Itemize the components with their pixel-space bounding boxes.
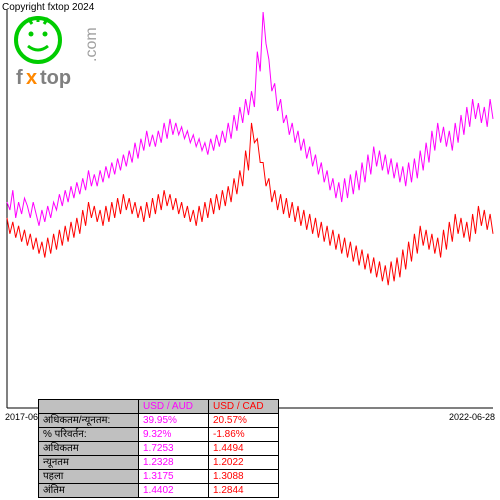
- table-row: अंतिम1.44021.2844: [39, 484, 279, 498]
- line-chart: [5, 10, 495, 410]
- x-end-label: 2022-06-28: [449, 412, 495, 422]
- row-val-s1: 39.95%: [139, 414, 209, 428]
- header-empty: [39, 400, 139, 414]
- table-row: % परिवर्तन:9.32%-1.86%: [39, 428, 279, 442]
- row-label: अधिकतम: [39, 442, 139, 456]
- row-label: पहला: [39, 470, 139, 484]
- row-val-s1: 9.32%: [139, 428, 209, 442]
- series-line: [7, 123, 493, 285]
- series-line: [7, 12, 493, 226]
- row-val-s1: 1.2328: [139, 456, 209, 470]
- row-label: % परिवर्तन:: [39, 428, 139, 442]
- row-label: न्यूनतम: [39, 456, 139, 470]
- row-val-s2: 1.4494: [209, 442, 279, 456]
- row-val-s2: 1.3088: [209, 470, 279, 484]
- row-val-s1: 1.7253: [139, 442, 209, 456]
- table-header-row: USD / AUD USD / CAD: [39, 400, 279, 414]
- table-row: अधिकतम1.72531.4494: [39, 442, 279, 456]
- table-row: न्यूनतम1.23281.2022: [39, 456, 279, 470]
- row-val-s2: -1.86%: [209, 428, 279, 442]
- header-series2: USD / CAD: [209, 400, 279, 414]
- table-row: पहला1.31751.3088: [39, 470, 279, 484]
- row-label: अधिकतम/न्यूनतम:: [39, 414, 139, 428]
- row-label: अंतिम: [39, 484, 139, 498]
- row-val-s2: 1.2022: [209, 456, 279, 470]
- row-val-s2: 20.57%: [209, 414, 279, 428]
- row-val-s2: 1.2844: [209, 484, 279, 498]
- table-row: अधिकतम/न्यूनतम:39.95%20.57%: [39, 414, 279, 428]
- row-val-s1: 1.3175: [139, 470, 209, 484]
- statistics-table: USD / AUD USD / CAD अधिकतम/न्यूनतम:39.95…: [38, 399, 279, 498]
- header-series1: USD / AUD: [139, 400, 209, 414]
- row-val-s1: 1.4402: [139, 484, 209, 498]
